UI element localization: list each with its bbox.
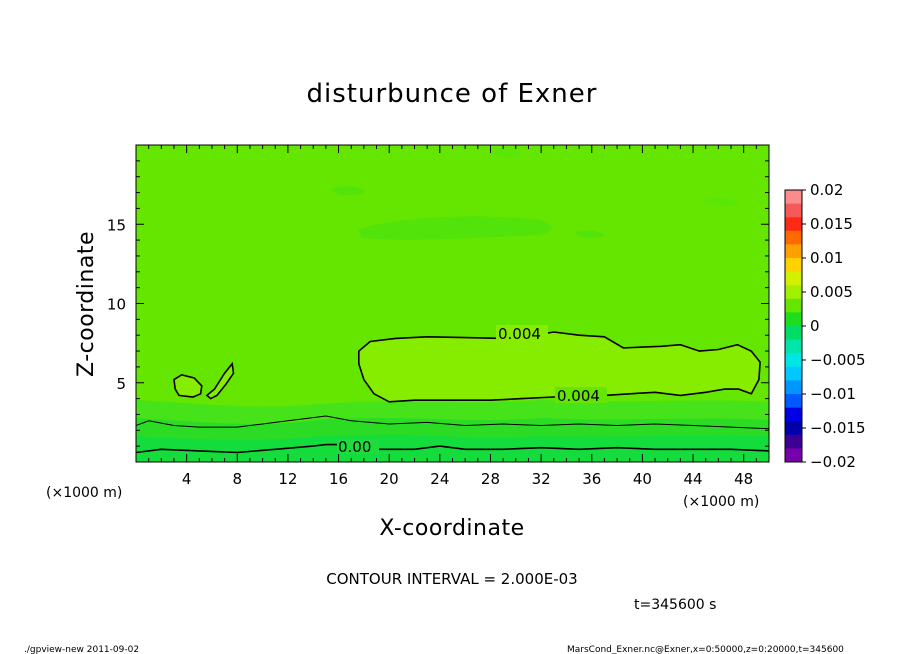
field-blob-upper-5 [700, 197, 740, 207]
x-tick-label: 4 [182, 470, 192, 488]
x-tick-label: 28 [481, 470, 500, 488]
field-blob-upper-3 [575, 230, 604, 238]
colorbar-segment [785, 326, 802, 341]
field-blob-upper-4 [490, 148, 522, 158]
colorbar-segment [785, 380, 802, 395]
program-info-text: ./gpview-new 2011-09-02 [24, 645, 139, 654]
contour-label-bg-2 [555, 387, 607, 403]
colorbar-label: 0.02 [810, 181, 843, 199]
field-blob-upper-2 [330, 186, 365, 196]
source-info-text: MarsCond_Exner.nc@Exner,x=0:50000,z=0:20… [567, 645, 844, 654]
x-unit-label-right: (×1000 m) [683, 494, 759, 510]
y-tick-label: 15 [107, 216, 126, 234]
colorbar-segment [785, 190, 802, 205]
x-tick-label: 12 [278, 470, 297, 488]
colorbar-segment [785, 434, 802, 449]
contour-label-bg-1 [496, 325, 548, 341]
colorbar-label: 0 [810, 317, 820, 335]
y-axis: 5 10 15 [107, 160, 769, 447]
field-blob-upper-1 [358, 216, 552, 240]
field-positive-region [358, 332, 761, 402]
plot-field [136, 145, 769, 462]
x-axis-label: X-coordinate [379, 516, 524, 541]
x-tick-label: 24 [430, 470, 449, 488]
colorbar-segment [785, 421, 802, 436]
x-tick-label: 20 [380, 470, 399, 488]
colorbar-label: −0.005 [810, 351, 866, 369]
contour-line [205, 361, 235, 400]
colorbar-segment [785, 271, 802, 286]
x-tick-label: 16 [329, 470, 348, 488]
contour-label-000: 0.00 [338, 438, 371, 456]
colorbar-label: 0.005 [810, 283, 853, 301]
x-unit-label: (×1000 m) [46, 485, 122, 501]
colorbar-segment [785, 366, 802, 381]
colorbar-segment [785, 258, 802, 273]
x-tick-label: 40 [633, 470, 652, 488]
contour-label-0004-top: 0.004 [498, 325, 541, 343]
colorbar-label: −0.02 [810, 453, 856, 471]
x-tick-label: 44 [683, 470, 702, 488]
field-positive-blob-1 [174, 374, 202, 397]
x-axis: 4 8 12 16 20 24 28 32 36 40 44 48 [148, 145, 757, 488]
colorbar-segment [785, 448, 802, 463]
colorbar-segment [785, 230, 802, 245]
contour-line [136, 443, 769, 454]
colorbar-segment [785, 203, 802, 218]
colorbar-segment [785, 339, 802, 354]
colorbar-label: −0.015 [810, 419, 866, 437]
colorbar-label: −0.01 [810, 385, 856, 403]
contour-labels: 0.004 0.004 0.00 [337, 325, 607, 456]
x-tick-label: 36 [582, 470, 601, 488]
y-tick-label: 10 [107, 296, 126, 314]
x-tick-label: 32 [532, 470, 551, 488]
colorbar: 0.02 0.015 0.01 0.005 0 −0.005 −0.01 −0.015 −0.0… [784, 181, 866, 471]
colorbar-segment [785, 285, 802, 300]
contour-line [173, 373, 203, 398]
x-tick-label: 8 [233, 470, 243, 488]
colorbar-segment [785, 407, 802, 422]
x-tick-label: 48 [734, 470, 753, 488]
colorbar-segment [785, 244, 802, 259]
y-axis-label: Z-coordinate [74, 231, 99, 377]
contour-interval-text: CONTOUR INTERVAL = 2.000E-03 [326, 570, 577, 588]
contour-label-bg-3 [337, 439, 379, 454]
colorbar-segment [785, 394, 802, 409]
time-text: t=345600 s [634, 597, 716, 613]
y-tick-label: 5 [116, 375, 126, 393]
colorbar-segment [785, 298, 802, 313]
contour-line [136, 415, 769, 430]
colorbar-segment [785, 312, 802, 327]
colorbar-segment [785, 217, 802, 232]
chart-title: disturbunce of Exner [307, 79, 598, 109]
colorbar-label: 0.015 [810, 215, 853, 233]
colorbar-segment [785, 353, 802, 368]
colorbar-label: 0.01 [810, 249, 843, 267]
contour-label-0004-bottom: 0.004 [557, 387, 600, 405]
